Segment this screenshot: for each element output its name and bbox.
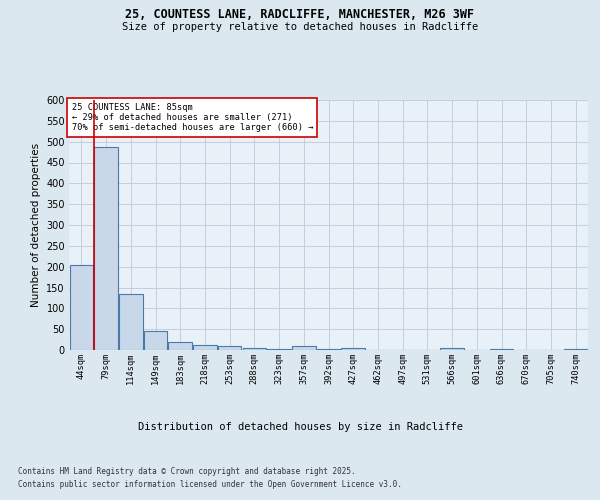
- Bar: [94, 147, 118, 350]
- Text: 25 COUNTESS LANE: 85sqm
← 29% of detached houses are smaller (271)
70% of semi-d: 25 COUNTESS LANE: 85sqm ← 29% of detache…: [71, 102, 313, 132]
- Bar: [341, 348, 365, 350]
- Text: Distribution of detached houses by size in Radcliffe: Distribution of detached houses by size …: [137, 422, 463, 432]
- Text: Size of property relative to detached houses in Radcliffe: Size of property relative to detached ho…: [122, 22, 478, 32]
- Bar: [169, 342, 192, 350]
- Bar: [218, 346, 241, 350]
- Bar: [440, 348, 464, 350]
- Bar: [490, 349, 513, 350]
- Text: 25, COUNTESS LANE, RADCLIFFE, MANCHESTER, M26 3WF: 25, COUNTESS LANE, RADCLIFFE, MANCHESTER…: [125, 8, 475, 20]
- Bar: [564, 349, 587, 350]
- Bar: [119, 294, 143, 350]
- Text: Contains HM Land Registry data © Crown copyright and database right 2025.: Contains HM Land Registry data © Crown c…: [18, 468, 356, 476]
- Y-axis label: Number of detached properties: Number of detached properties: [31, 143, 41, 307]
- Bar: [317, 349, 340, 350]
- Bar: [144, 331, 167, 350]
- Bar: [242, 348, 266, 350]
- Bar: [292, 346, 316, 350]
- Bar: [193, 344, 217, 350]
- Text: Contains public sector information licensed under the Open Government Licence v3: Contains public sector information licen…: [18, 480, 402, 489]
- Bar: [268, 349, 291, 350]
- Bar: [70, 266, 93, 350]
